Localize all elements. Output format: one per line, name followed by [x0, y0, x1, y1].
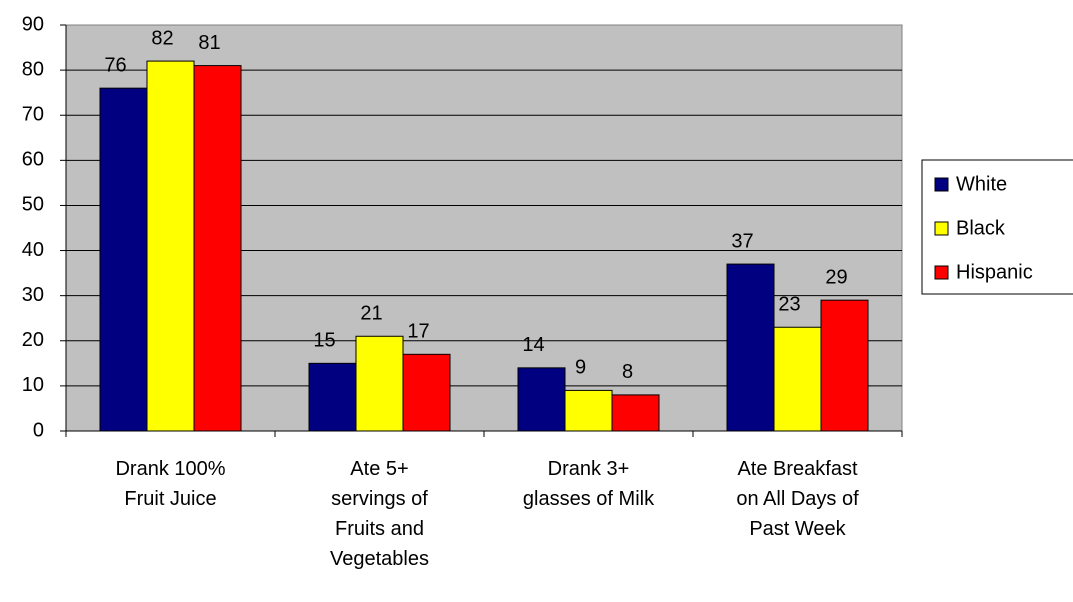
legend-label: Black: [956, 217, 1006, 239]
bar: [820, 299, 869, 432]
data-label: 81: [198, 32, 220, 54]
y-tick-label: 10: [22, 374, 44, 396]
bar: [402, 353, 451, 432]
bar: [99, 87, 148, 432]
bar: [517, 367, 566, 432]
y-tick-label: 80: [22, 58, 44, 80]
y-tick-label: 50: [22, 194, 44, 216]
x-tick-label: Drank 100% Fruit Juice: [115, 458, 225, 510]
data-label: 9: [575, 357, 586, 379]
y-tick-label: 30: [22, 284, 44, 306]
y-tick-label: 70: [22, 104, 44, 126]
bar: [611, 394, 660, 432]
bar: [193, 65, 242, 432]
bar: [146, 60, 195, 432]
bar: [773, 326, 822, 432]
legend-label: Hispanic: [956, 261, 1033, 283]
data-label: 37: [731, 230, 753, 252]
legend-swatch: [934, 221, 949, 236]
bar: [726, 263, 775, 432]
data-label: 76: [104, 54, 126, 76]
data-label: 29: [825, 266, 847, 288]
data-label: 14: [522, 334, 544, 356]
bar: [355, 335, 404, 432]
y-tick-label: 60: [22, 149, 44, 171]
legend-label: White: [956, 173, 1007, 195]
x-tick-label: Ate Breakfast on All Days of Past Week: [736, 458, 859, 540]
bar: [308, 362, 357, 432]
x-tick-label: Ate 5+ servings of Fruits and Vegetables: [330, 458, 429, 570]
data-label: 82: [151, 27, 173, 49]
x-tick-label: Drank 3+ glasses of Milk: [523, 458, 655, 510]
y-tick-label: 0: [33, 419, 44, 441]
legend-swatch: [934, 177, 949, 192]
y-tick-label: 40: [22, 239, 44, 261]
data-label: 15: [313, 330, 335, 352]
bar: [564, 389, 613, 432]
legend-swatch: [934, 265, 949, 280]
data-label: 21: [360, 303, 382, 325]
data-label: 8: [622, 361, 633, 383]
y-tick-label: 90: [22, 13, 44, 35]
data-label: 17: [407, 321, 429, 343]
y-tick-label: 20: [22, 329, 44, 351]
data-label: 23: [778, 294, 800, 316]
